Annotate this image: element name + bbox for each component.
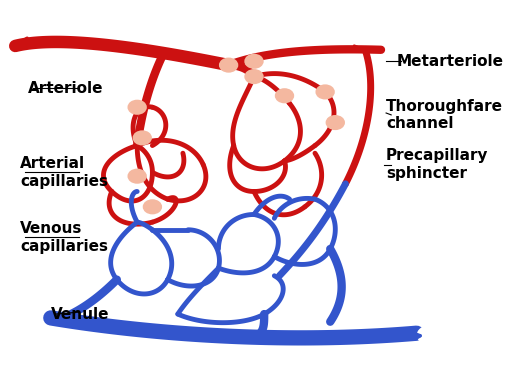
Text: Precapillary
sphincter: Precapillary sphincter [386, 149, 489, 181]
Text: Venous
capillaries: Venous capillaries [21, 221, 109, 254]
Circle shape [276, 89, 293, 102]
Circle shape [144, 200, 161, 213]
Text: Metarteriole: Metarteriole [396, 54, 503, 69]
Circle shape [246, 70, 262, 83]
Text: Arteriole: Arteriole [28, 80, 103, 96]
Circle shape [129, 101, 146, 114]
Circle shape [418, 327, 441, 344]
Circle shape [246, 55, 262, 68]
Circle shape [317, 85, 334, 98]
Circle shape [220, 59, 237, 72]
Text: Venule: Venule [51, 306, 109, 322]
Text: Thoroughfare
channel: Thoroughfare channel [386, 99, 503, 131]
Circle shape [327, 116, 344, 129]
Circle shape [134, 131, 151, 144]
Text: Arterial
capillaries: Arterial capillaries [21, 156, 109, 188]
Circle shape [129, 170, 146, 183]
